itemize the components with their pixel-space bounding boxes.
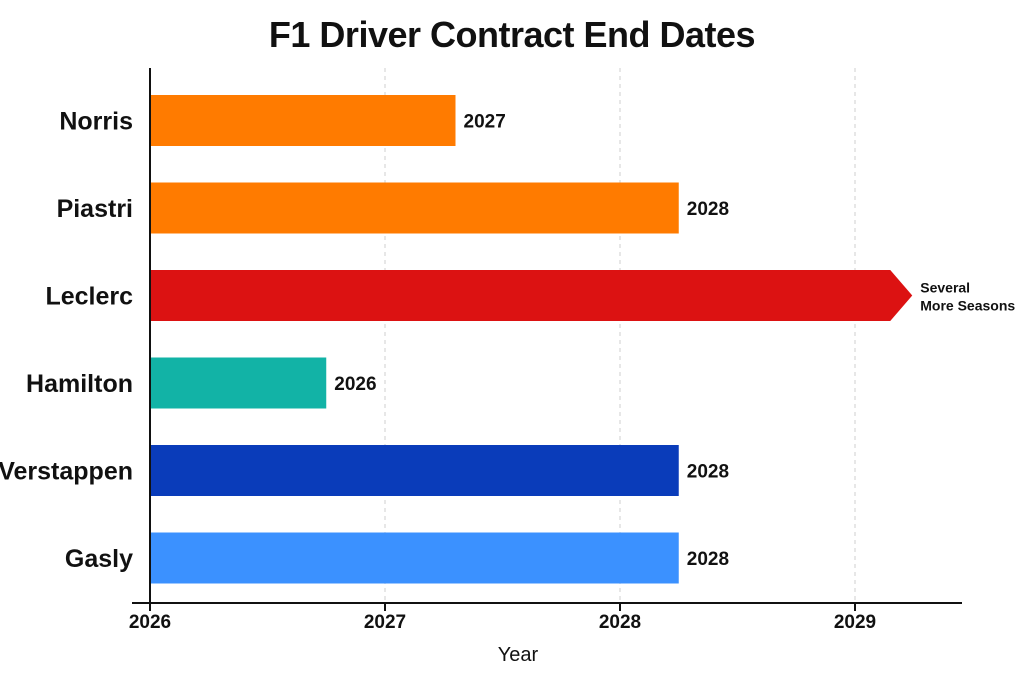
value-label-gasly: 2028: [687, 549, 729, 570]
category-label-gasly: Gasly: [65, 545, 133, 573]
grid-lines: [384, 68, 856, 603]
bar-leclerc: [150, 270, 913, 321]
x-tick-label: 2027: [364, 612, 406, 633]
category-labels: Norris Piastri Leclerc Hamilton Verstappen Ga…: [0, 108, 133, 574]
bar-piastri: [150, 182, 679, 234]
value-label-norris: 2027: [464, 112, 506, 133]
x-tick-label: 2029: [834, 612, 876, 633]
bar-verstappen: [150, 445, 679, 496]
category-label-norris: Norris: [59, 108, 133, 136]
value-label-piastri: 2028: [687, 199, 729, 220]
value-label-leclerc: Several More Seasons: [920, 280, 1015, 314]
category-label-piastri: Piastri: [57, 195, 133, 223]
x-axis-ticks: 2026 2027 2028 2029: [129, 603, 876, 633]
value-labels: 2027 2028 Several More Seasons 2026 2028 2028: [334, 112, 1015, 571]
value-label-verstappen: 2028: [687, 462, 729, 483]
bar-norris: [150, 95, 456, 146]
x-tick-label: 2026: [129, 612, 171, 633]
bars: [150, 95, 913, 584]
x-axis-title: Year: [498, 644, 539, 666]
category-label-verstappen: Verstappen: [0, 458, 133, 486]
value-label-hamilton: 2026: [334, 374, 376, 395]
chart-title: F1 Driver Contract End Dates: [268, 14, 756, 55]
category-label-leclerc: Leclerc: [45, 283, 133, 311]
bar-gasly: [150, 532, 679, 584]
x-tick-label: 2028: [599, 612, 641, 633]
category-label-hamilton: Hamilton: [26, 370, 133, 398]
bar-hamilton: [150, 357, 327, 409]
